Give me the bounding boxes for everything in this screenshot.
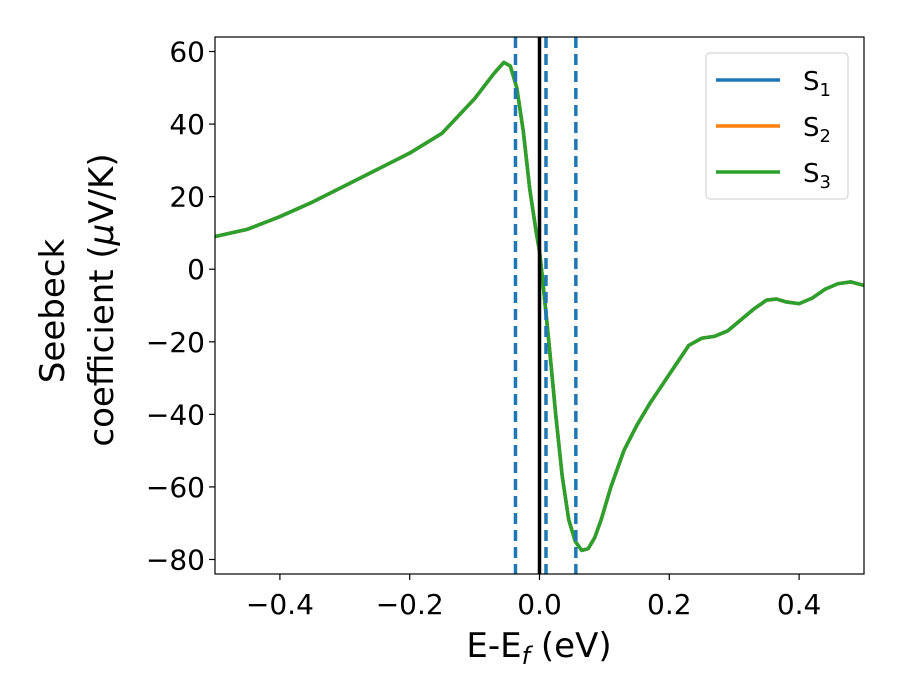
y-tick-label: 20	[169, 181, 205, 214]
tick-layer: −0.4 −0.2 0.0 0.2 0.4 −80 −60 −40 −20 0 20 40 60	[146, 36, 821, 621]
y-tick-label: −20	[146, 326, 205, 359]
series-line-s3	[215, 60, 864, 553]
x-tick-label: −0.4	[246, 588, 314, 621]
x-tick-label: 0.2	[647, 588, 692, 621]
legend-label-sub: 1	[820, 80, 831, 101]
legend-label-sub: 2	[820, 126, 831, 147]
legend-label-sub: 3	[820, 172, 831, 193]
y-axis-label-line1: Seebeck	[33, 239, 73, 384]
y-axis-label-line2-pre: coefficient (	[82, 245, 122, 446]
legend-label-s2: S2	[803, 113, 831, 147]
y-tick-label: 0	[187, 253, 205, 286]
x-axis-label-main: E-E	[466, 626, 521, 666]
legend-label-base: S	[803, 67, 820, 97]
y-tick-label: −40	[146, 398, 205, 431]
x-tick-label: 0.4	[777, 588, 822, 621]
x-tick-label: −0.2	[376, 588, 444, 621]
y-tick-label: −80	[146, 543, 205, 576]
y-tick-label: −60	[146, 471, 205, 504]
legend-label-base: S	[803, 159, 820, 189]
legend-label-s3: S3	[803, 159, 831, 193]
legend-label-s1: S1	[803, 67, 831, 101]
legend-label-base: S	[803, 113, 820, 143]
y-axis-label-mu: μ	[82, 224, 122, 247]
y-axis-label-line2: coefficient (μV/K)	[82, 153, 122, 446]
y-axis-label-line2-post: V/K)	[82, 153, 122, 223]
x-axis-label: E-Ef (eV)	[466, 626, 611, 670]
y-tick-label: 40	[169, 108, 205, 141]
data-layer	[215, 37, 864, 574]
y-tick-label: 60	[169, 36, 205, 69]
x-tick-label: 0.0	[517, 588, 562, 621]
x-axis-label-tail: (eV)	[530, 626, 612, 666]
